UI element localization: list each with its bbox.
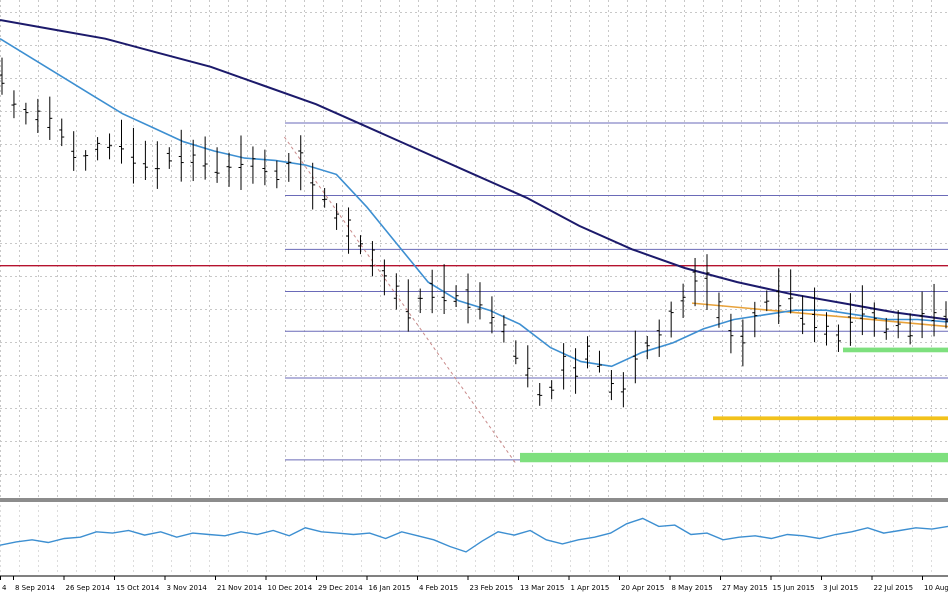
x-tick-label: 3 Nov 2014 — [167, 584, 208, 592]
x-tick-label: 27 May 2015 — [722, 584, 768, 592]
x-tick-label: 10 Dec 2014 — [268, 584, 313, 592]
x-tick-label: 15 Jun 2015 — [773, 584, 815, 592]
x-tick-label: 3 Jul 2015 — [823, 584, 858, 592]
x-tick-label: 1 Apr 2015 — [571, 584, 610, 592]
zone-band — [713, 416, 948, 420]
x-tick-label: 4 Feb 2015 — [419, 584, 458, 592]
zone-band — [843, 348, 948, 353]
x-tick-label: 8 Sep 2014 — [15, 584, 55, 592]
x-tick-label: 16 Jan 2015 — [369, 584, 411, 592]
x-tick-label: 29 Dec 2014 — [318, 584, 363, 592]
x-tick-label: 20 Apr 2015 — [621, 584, 664, 592]
x-tick-label: 21 Nov 2014 — [217, 584, 262, 592]
x-tick-label: 26 Sep 2014 — [66, 584, 111, 592]
zone-band — [520, 453, 948, 462]
x-tick-label: 4 — [2, 584, 7, 592]
x-tick-label: 22 Jul 2015 — [874, 584, 914, 592]
x-tick-label: 23 Feb 2015 — [470, 584, 514, 592]
x-tick-label: 10 Aug — [924, 584, 948, 592]
x-tick-label: 13 Mar 2015 — [520, 584, 564, 592]
pane-divider — [0, 498, 948, 502]
x-tick-label: 8 May 2015 — [672, 584, 713, 592]
x-tick-label: 15 Oct 2014 — [116, 584, 160, 592]
